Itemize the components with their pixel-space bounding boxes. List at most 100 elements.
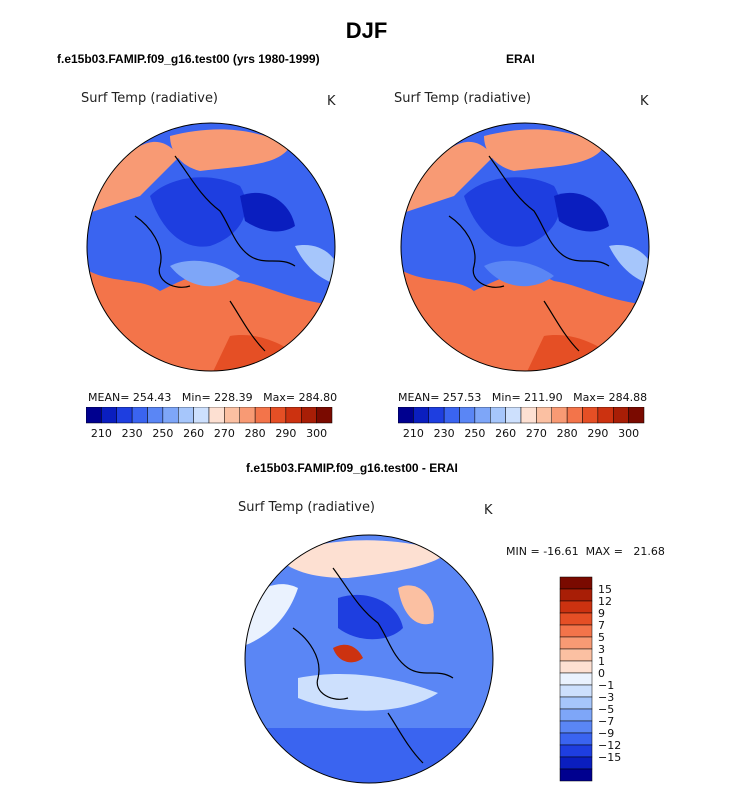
panel3-stats: MIN = -16.61 MAX = 21.68 bbox=[506, 545, 665, 558]
panel3-colorbar-swatch bbox=[559, 672, 593, 686]
panel3-colorbar-tick-label: −3 bbox=[598, 691, 614, 704]
panel3-map-border bbox=[244, 534, 494, 784]
panel2-colorbar-swatch bbox=[505, 407, 522, 424]
panel2-units-label: K bbox=[640, 94, 649, 109]
panel1-colorbar-swatch bbox=[178, 407, 194, 424]
panel2-warm-north bbox=[484, 129, 604, 171]
panel2-colorbar-tick-label: 250 bbox=[464, 427, 485, 440]
panel3-warm-north bbox=[278, 540, 448, 578]
panel2-max-value: 284.88 bbox=[608, 391, 648, 404]
panel1-colorbar-tick-label: 280 bbox=[245, 427, 266, 440]
panel1-colorbar-swatch bbox=[116, 407, 133, 424]
panel1-colorbar-tick-label: 270 bbox=[214, 427, 235, 440]
panel1-map bbox=[86, 122, 336, 372]
panel1-mean-label: MEAN= bbox=[88, 391, 130, 404]
panel1-colorbar-tick-label: 260 bbox=[183, 427, 204, 440]
panel1-stats: MEAN= 254.43 Min= 228.39 Max= 284.80 bbox=[88, 391, 337, 404]
panel1-alaska bbox=[295, 245, 335, 286]
panel2-mean-label: MEAN= bbox=[398, 391, 440, 404]
panel3-hot-greenland bbox=[333, 644, 363, 663]
panel3-neutral-band bbox=[298, 673, 438, 711]
panel2-map-border bbox=[400, 122, 650, 372]
panel3-colorbar-tick-label: 12 bbox=[598, 595, 612, 608]
panel3-colorbar-swatch bbox=[559, 744, 593, 758]
panel1-colorbar-swatch bbox=[301, 407, 317, 424]
panel2-colorbar-swatch bbox=[551, 407, 568, 424]
panel3-map bbox=[244, 534, 494, 784]
panel1-colorbar-swatch bbox=[254, 407, 271, 424]
panel3-colorbar-tick-label: −12 bbox=[598, 739, 621, 752]
panel3-colorbar-swatch bbox=[559, 588, 593, 602]
panel2-colorbar-swatch bbox=[520, 407, 537, 424]
panel1-max-label: Max= bbox=[263, 391, 296, 404]
panel2-colorbar-tick-label: 300 bbox=[618, 427, 639, 440]
figure-title: DJF bbox=[345, 18, 388, 43]
panel3-coastlines bbox=[292, 567, 454, 764]
panel2-title: ERAI bbox=[506, 52, 535, 66]
panel1-colorbar-swatch bbox=[224, 407, 240, 424]
panel1-colorbar-swatch bbox=[162, 407, 179, 424]
panel2-colorbar: 210 230 250 260 270 280 290 300 bbox=[398, 407, 645, 440]
panel3-colorbar-swatch bbox=[559, 660, 593, 674]
panel3-max-label: MAX = bbox=[585, 545, 623, 558]
panel2-min-value: 211.90 bbox=[524, 391, 563, 404]
panel1-title: f.e15b03.FAMIP.f09_g16.test00 (yrs 1980-… bbox=[57, 52, 320, 66]
panel2-colorbar-tick-label: 260 bbox=[495, 427, 516, 440]
panel2-map bbox=[400, 122, 650, 372]
panel3-min-value: -16.61 bbox=[543, 545, 579, 558]
panel3-colorbar-tick-label: 1 bbox=[598, 655, 605, 668]
panel1-colorbar-swatch bbox=[131, 407, 148, 424]
panel3-title: f.e15b03.FAMIP.f09_g16.test00 - ERAI bbox=[246, 461, 458, 475]
panel3-colorbar-tick-label: 5 bbox=[598, 631, 605, 644]
panel2-max-label: Max= bbox=[573, 391, 606, 404]
panel2-mean-value: 257.53 bbox=[442, 391, 482, 404]
panel2-colorbar-tick-label: 210 bbox=[403, 427, 424, 440]
panel2-greenland bbox=[484, 260, 554, 287]
panel1-field-label: Surf Temp (radiative) bbox=[81, 91, 219, 106]
panel1-colorbar-swatch bbox=[270, 407, 287, 424]
panel3-colorbar-tick-label: 9 bbox=[598, 607, 605, 620]
panel3-colorbar-swatch bbox=[559, 768, 593, 782]
panel3-colorbar-tick-label: −1 bbox=[598, 679, 614, 692]
panel1-colorbar-swatch bbox=[239, 407, 256, 424]
panel1-cold-siberia bbox=[240, 192, 295, 232]
panel2-colorbar-swatch bbox=[398, 407, 414, 424]
panel2-colorbar-swatch bbox=[443, 407, 460, 424]
panel2-colorbar-swatch bbox=[613, 407, 629, 424]
panel3-field-label: Surf Temp (radiative) bbox=[238, 500, 376, 515]
panel3-colorbar-swatch bbox=[559, 732, 593, 746]
panel2-colorbar-swatch bbox=[628, 407, 645, 424]
panel1-warm-nw bbox=[87, 141, 180, 216]
panel3-colorbar-tick-label: −7 bbox=[598, 715, 614, 728]
panel1-colorbar-swatch bbox=[86, 407, 102, 424]
panel1-colorbar-swatch bbox=[208, 407, 225, 424]
panel2-stats: MEAN= 257.53 Min= 211.90 Max= 284.88 bbox=[398, 391, 647, 404]
panel3-max-value: 21.68 bbox=[633, 545, 665, 558]
panel1-greenland bbox=[170, 260, 240, 287]
panel3-colorbar-swatch bbox=[559, 756, 593, 770]
panel1-colorbar-swatch bbox=[147, 407, 164, 424]
panel3-cold-south bbox=[245, 728, 493, 783]
panel2-cold-siberia bbox=[554, 192, 609, 232]
panel3-colorbar-swatch bbox=[559, 636, 593, 650]
panel2-colorbar-tick-label: 290 bbox=[587, 427, 608, 440]
panel2-colorbar-swatch bbox=[459, 407, 476, 424]
panel3-colorbar-tick-label: −15 bbox=[598, 751, 621, 764]
panel1-mean-value: 254.43 bbox=[132, 391, 172, 404]
panel3-colorbar-tick-label: 3 bbox=[598, 643, 605, 656]
panel2-colorbar-swatch bbox=[474, 407, 491, 424]
panel2-colorbar-swatch bbox=[597, 407, 614, 424]
panel3-colorbar-tick-label: −5 bbox=[598, 703, 614, 716]
panel1-map-border bbox=[86, 122, 336, 372]
panel1-colorbar: 210 230 250 260 270 280 290 300 bbox=[86, 407, 333, 440]
panel3-colorbar-swatch bbox=[559, 576, 593, 590]
panel1-colorbar-tick-label: 290 bbox=[275, 427, 296, 440]
panel3-colorbar-tick-label: 0 bbox=[598, 667, 605, 680]
panel2-coastlines bbox=[448, 155, 610, 352]
panel2-colorbar-tick-label: 230 bbox=[434, 427, 455, 440]
panel3-units-label: K bbox=[484, 503, 493, 518]
panel2-cold-arctic bbox=[464, 177, 560, 247]
panel3-colorbar-tick-label: −9 bbox=[598, 727, 614, 740]
panel1-warm-north bbox=[170, 129, 290, 171]
